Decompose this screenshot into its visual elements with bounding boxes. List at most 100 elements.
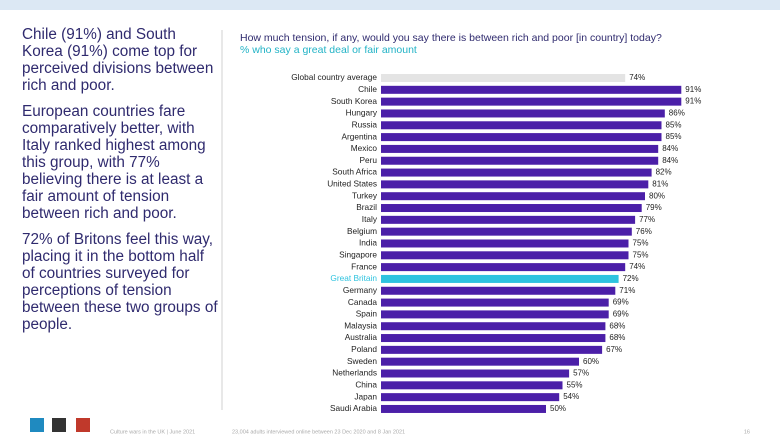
bar: [381, 310, 609, 319]
category-label: South Korea: [331, 96, 378, 106]
value-label: 72%: [623, 274, 639, 283]
value-label: 77%: [639, 215, 655, 224]
value-label: 74%: [629, 262, 645, 271]
value-label: 50%: [550, 404, 566, 413]
category-label: Chile: [358, 84, 377, 94]
category-label: Poland: [351, 344, 377, 354]
category-label: Netherlands: [332, 368, 377, 378]
bar: [381, 180, 649, 189]
value-label: 60%: [583, 357, 599, 366]
bar: [381, 263, 626, 272]
category-label: Australia: [345, 332, 378, 342]
value-label: 85%: [666, 120, 682, 129]
bar: [381, 192, 645, 201]
value-label: 68%: [609, 333, 625, 342]
category-label: South Africa: [332, 167, 377, 177]
category-label: Malaysia: [344, 320, 377, 330]
bar: [381, 393, 560, 402]
footer-text: Culture wars in the UK | June 2021: [110, 429, 195, 435]
category-label: Great Britain: [330, 273, 377, 283]
category-label: Italy: [362, 214, 378, 224]
value-label: 69%: [613, 310, 629, 319]
chart-subtitle: % who say a great deal or fair amount: [240, 44, 417, 56]
chart-title: How much tension, if any, would you say …: [240, 32, 662, 44]
bar: [381, 298, 609, 307]
value-label: 69%: [613, 298, 629, 307]
paragraph: Chile (91%) and South Korea (91%) come t…: [22, 26, 214, 94]
category-label: Argentina: [341, 131, 377, 141]
value-label: 75%: [633, 250, 649, 259]
bar: [381, 381, 563, 390]
bar: [381, 97, 682, 106]
value-label: 85%: [666, 132, 682, 141]
value-label: 82%: [656, 168, 672, 177]
category-label: Saudi Arabia: [330, 403, 377, 413]
bar: [381, 227, 632, 236]
category-label: Canada: [348, 297, 377, 307]
value-label: 68%: [609, 321, 625, 330]
category-label: Sweden: [347, 356, 377, 366]
category-label: Hungary: [346, 108, 378, 118]
category-label: Germany: [343, 285, 378, 295]
bar: [381, 357, 579, 366]
bar: [381, 74, 626, 82]
bar: [381, 204, 642, 213]
value-label: 75%: [633, 239, 649, 248]
category-label: Japan: [354, 391, 377, 401]
category-label: Mexico: [351, 143, 378, 153]
value-label: 91%: [685, 85, 701, 94]
category-label: Global country average: [291, 72, 377, 82]
value-label: 91%: [685, 97, 701, 106]
category-label: France: [351, 261, 377, 271]
value-label: 81%: [652, 179, 668, 188]
bar: [381, 322, 606, 331]
bar: [381, 345, 603, 354]
category-label: Singapore: [339, 249, 377, 259]
value-label: 57%: [573, 369, 589, 378]
footer-text: 23,004 adults interviewed online between…: [232, 429, 405, 435]
top-band: [0, 0, 780, 10]
category-label: United States: [327, 179, 377, 189]
value-label: 67%: [606, 345, 622, 354]
bar: [381, 109, 665, 118]
value-label: 84%: [662, 144, 678, 153]
bar: [381, 168, 652, 177]
bar: [381, 404, 546, 413]
category-label: Brazil: [356, 202, 377, 212]
bar: [381, 133, 662, 142]
bar: [381, 334, 606, 343]
commentary: Chile (91%) and South Korea (91%) come t…: [22, 26, 218, 342]
bar: [381, 251, 629, 260]
category-label: Peru: [359, 155, 377, 165]
category-label: China: [355, 380, 377, 390]
bar: [381, 156, 659, 165]
bar: [381, 239, 629, 248]
value-label: 79%: [646, 203, 662, 212]
paragraph: 72% of Britons feel this way, placing it…: [22, 231, 218, 333]
category-label: Russia: [352, 119, 378, 129]
bar: [381, 286, 616, 295]
bar: [381, 274, 619, 283]
bar: [381, 215, 636, 224]
value-label: 80%: [649, 191, 665, 200]
category-label: Belgium: [347, 226, 377, 236]
category-label: Turkey: [352, 190, 378, 200]
value-label: 76%: [636, 227, 652, 236]
value-label: 74%: [629, 73, 645, 82]
value-label: 54%: [563, 392, 579, 401]
logo: [30, 418, 44, 432]
logo: [52, 418, 66, 432]
logo: [76, 418, 90, 432]
category-label: India: [359, 238, 377, 248]
value-label: 86%: [669, 109, 685, 118]
value-label: 71%: [619, 286, 635, 295]
paragraph: European countries fare comparatively be…: [22, 103, 206, 222]
value-label: 84%: [662, 156, 678, 165]
bar: [381, 144, 659, 153]
bar: [381, 121, 662, 130]
page-number: 16: [744, 429, 750, 435]
category-label: Spain: [356, 309, 378, 319]
bar: [381, 85, 682, 94]
